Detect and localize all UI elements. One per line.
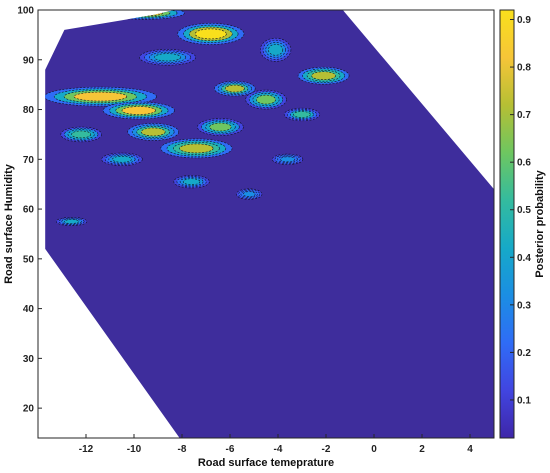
- hotspot-5: [127, 123, 179, 141]
- colorbar-tick-label: 0.3: [517, 300, 531, 311]
- hotspot-15-level-3: [182, 178, 201, 185]
- hotspot-12: [260, 37, 292, 62]
- colorbar-tick-label: 0.7: [517, 110, 531, 121]
- hotspot-13: [283, 107, 321, 122]
- hotspot-3: [102, 101, 175, 120]
- hotspot-9: [197, 118, 244, 136]
- x-tick-label: 2: [419, 444, 425, 455]
- hotspot-7: [214, 80, 256, 97]
- hotspot-8-level-3: [256, 94, 276, 105]
- colorbar-tick-label: 0.2: [517, 348, 531, 359]
- colorbar-tick-label: 0.4: [517, 253, 531, 264]
- x-tick-label: 4: [467, 444, 473, 455]
- hotspot-16: [236, 188, 263, 200]
- colorbar-gradient: [499, 9, 515, 439]
- y-tick-label: 30: [23, 354, 35, 365]
- hotspot-11: [139, 49, 197, 66]
- x-tick-label: -8: [178, 444, 187, 455]
- colorbar-ticks: 0.1 0.2 0.3 0.4 0.5 0.6 0.7 0.8 0.9: [510, 15, 531, 406]
- hotspot-0: [177, 23, 245, 45]
- posterior-surface: [45, 10, 494, 438]
- hotspot-7-level-3: [224, 84, 245, 93]
- x-tick-label: -4: [274, 444, 283, 455]
- x-axis: -12 -10 -8 -6 -4 -2 0 2 4: [79, 434, 473, 455]
- hotspot-4: [160, 138, 233, 159]
- hotspot-6-level-3: [311, 71, 336, 80]
- colorbar-tick-label: 0.9: [517, 15, 531, 26]
- x-tick-label: 0: [371, 444, 377, 455]
- x-tick-label: -10: [127, 444, 142, 455]
- hotspot-18-level-3: [280, 156, 296, 163]
- hotspot-2: [45, 86, 157, 107]
- hotspot-17-level-3: [64, 219, 80, 224]
- hotspot-10: [60, 126, 102, 143]
- hotspot-10-level-3: [71, 130, 92, 139]
- hotspot-15: [173, 175, 210, 189]
- x-tick-label: -2: [322, 444, 331, 455]
- x-tick-label: -12: [79, 444, 94, 455]
- plot-frame: [37, 9, 495, 439]
- colorbar-tick-label: 0.6: [517, 158, 531, 169]
- colorbar-tick-label: 0.1: [517, 395, 531, 406]
- hotspot-12-level-3: [268, 43, 284, 56]
- hotspot-11-level-3: [154, 53, 182, 62]
- x-tick-label: -6: [226, 444, 235, 455]
- y-tick-label: 50: [23, 254, 35, 265]
- hotspot-9-level-3: [209, 122, 232, 132]
- y-tick-label: 100: [17, 6, 34, 17]
- x-axis-title: Road surface temeprature: [198, 457, 334, 469]
- hotspot-0-level-3: [194, 28, 227, 40]
- y-axis-title: Road surface Humidity: [3, 163, 15, 284]
- y-tick-label: 80: [23, 105, 35, 116]
- colorbar: 0.1 0.2 0.3 0.4 0.5 0.6 0.7 0.8 0.9: [499, 9, 531, 439]
- hotspot-16-level-3: [242, 191, 256, 197]
- hotspot-8: [245, 89, 287, 110]
- y-tick-label: 70: [23, 155, 35, 166]
- hotspot-6: [297, 66, 350, 85]
- y-tick-label: 60: [23, 205, 35, 216]
- y-axis: 20 30 40 50 60 70 80 90 100: [17, 6, 42, 415]
- colorbar-tick-label: 0.8: [517, 63, 531, 74]
- y-tick-label: 20: [23, 404, 35, 415]
- y-tick-label: 40: [23, 304, 35, 315]
- hotspot-layer: [45, 10, 350, 227]
- hotspot-14: [101, 152, 143, 166]
- hotspot-5-level-3: [140, 127, 166, 137]
- hotspot-18: [272, 153, 304, 165]
- y-tick-label: 90: [23, 55, 35, 66]
- hotspot-2-level-3: [73, 91, 128, 102]
- hotspot-3-level-3: [121, 106, 156, 115]
- colorbar-title: Posterior probability: [534, 169, 546, 277]
- hotspot-14-level-3: [112, 156, 132, 163]
- hotspot-13-level-3: [293, 111, 311, 118]
- hotspot-4-level-3: [179, 143, 214, 154]
- colorbar-tick-label: 0.5: [517, 205, 531, 216]
- hotspot-17: [55, 217, 88, 227]
